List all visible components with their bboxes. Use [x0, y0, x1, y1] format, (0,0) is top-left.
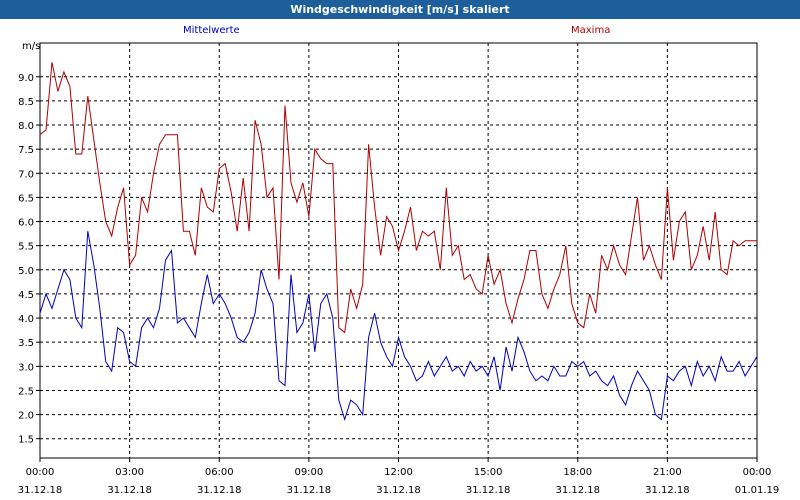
y-tick-label: 3.0 — [18, 362, 34, 373]
y-tick-label: 6.0 — [18, 218, 34, 229]
y-tick-label: 3.5 — [18, 338, 34, 349]
x-tick-date: 31.12.18 — [466, 485, 511, 496]
x-tick-date: 31.12.18 — [287, 485, 332, 496]
legend-mittelwerte: Mittelwerte — [183, 25, 240, 36]
y-tick-label: 4.0 — [18, 314, 34, 325]
x-tick-time: 09:00 — [294, 467, 323, 478]
x-tick-date: 31.12.18 — [555, 485, 600, 496]
y-tick-label: 9.0 — [18, 73, 34, 84]
legend-maxima: Maxima — [571, 25, 611, 36]
y-tick-label: 7.0 — [18, 169, 34, 180]
series-line-maxima — [39, 62, 757, 334]
x-tick-date: 31.12.18 — [107, 485, 152, 496]
y-tick-label: 5.0 — [18, 266, 34, 277]
y-tick-label: 8.0 — [18, 121, 34, 132]
y-tick-label: 2.5 — [18, 386, 34, 397]
y-tick-label: 5.5 — [18, 242, 34, 253]
x-tick-time: 21:00 — [653, 467, 682, 478]
y-axis-unit: m/s — [22, 41, 40, 52]
y-tick-label: 6.5 — [18, 193, 34, 204]
x-tick-time: 18:00 — [563, 467, 592, 478]
x-tick-date: 31.12.18 — [645, 485, 690, 496]
x-tick-time: 06:00 — [205, 467, 234, 478]
x-tick-time: 00:00 — [743, 467, 772, 478]
x-tick-date: 31.12.18 — [18, 485, 63, 496]
x-tick-time: 15:00 — [474, 467, 503, 478]
x-tick-time: 00:00 — [26, 467, 55, 478]
x-tick-date: 01.01.19 — [735, 485, 780, 496]
series-line-mittelwerte — [39, 231, 758, 422]
x-tick-time: 03:00 — [115, 467, 144, 478]
x-tick-date: 31.12.18 — [376, 485, 421, 496]
y-tick-label: 1.5 — [18, 435, 34, 446]
y-tick-label: 2.0 — [18, 411, 34, 422]
y-tick-label: 4.5 — [18, 290, 34, 301]
y-tick-label: 8.5 — [18, 97, 34, 108]
x-tick-date: 31.12.18 — [197, 485, 242, 496]
x-tick-time: 12:00 — [384, 467, 413, 478]
y-tick-label: 7.5 — [18, 145, 34, 156]
window-title: Windgeschwindigkeit [m/s] skaliert — [0, 0, 800, 19]
